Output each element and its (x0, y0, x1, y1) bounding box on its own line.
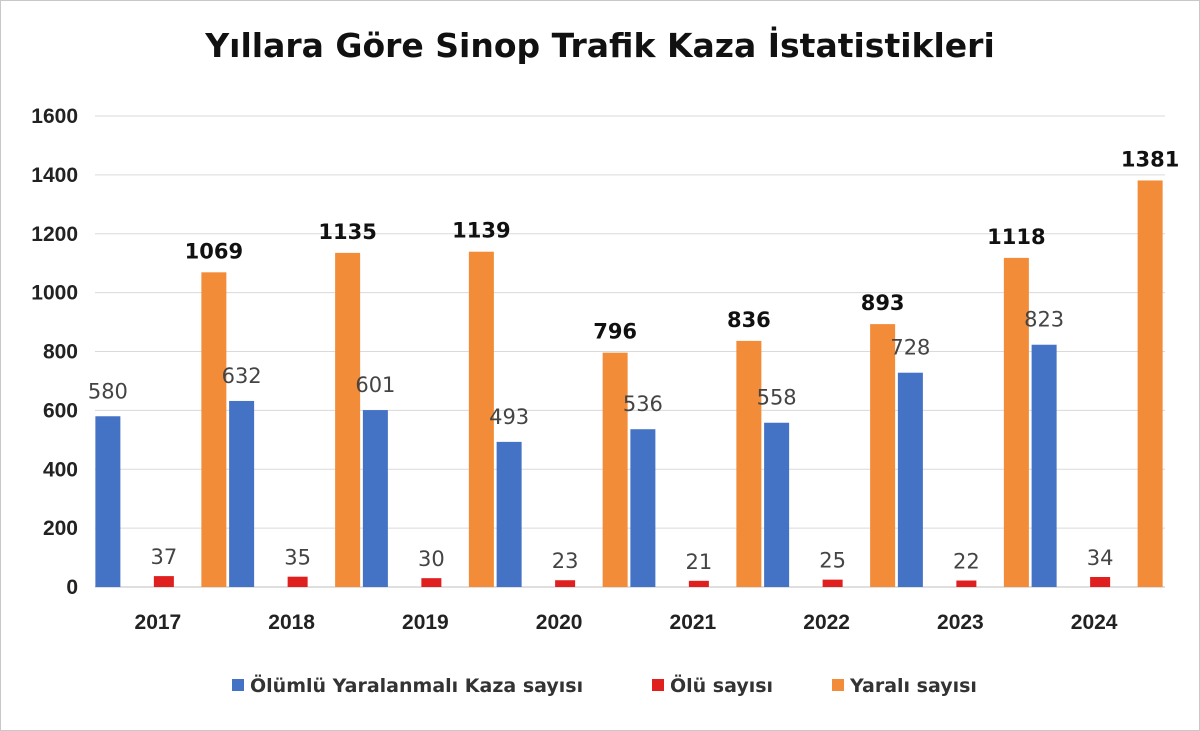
y-tick-label: 1200 (31, 223, 78, 246)
data-label: 558 (757, 386, 797, 410)
data-label: 1381 (1121, 147, 1179, 171)
data-label: 1135 (318, 220, 376, 244)
legend: Ölümlü Yaralanmalı Kaza sayısı Ölü sayısı… (232, 673, 977, 697)
data-label: 34 (1087, 546, 1114, 570)
gridlines (95, 115, 1165, 588)
bar (1137, 180, 1163, 587)
bar (897, 372, 923, 587)
legend-swatch (652, 679, 664, 691)
data-label: 1118 (987, 225, 1045, 249)
bars (95, 180, 1163, 587)
x-tick-label: 2018 (268, 611, 315, 634)
data-label: 893 (861, 291, 905, 315)
x-tick-label: 2020 (536, 611, 583, 634)
legend-swatch (232, 679, 244, 691)
data-label: 1139 (452, 219, 510, 243)
y-tick-label: 1600 (31, 105, 78, 128)
data-label: 536 (623, 392, 663, 416)
bar (822, 579, 843, 587)
bar (229, 400, 255, 587)
y-axis-ticks: 0 200 400 600 800 1000 1200 1400 1600 (31, 105, 78, 599)
x-tick-label: 2024 (1071, 611, 1118, 634)
bar (602, 352, 628, 587)
bar (688, 580, 709, 587)
y-tick-label: 0 (66, 576, 78, 599)
bar (95, 416, 121, 587)
bar (1031, 344, 1057, 587)
x-tick-label: 2023 (937, 611, 984, 634)
data-label: 22 (953, 550, 980, 574)
data-label: 21 (686, 550, 713, 574)
legend-label: Ölü sayısı (670, 673, 773, 697)
bar (736, 340, 762, 587)
data-label: 25 (819, 549, 846, 573)
data-labels: 580 37 1069 632 35 1135 601 30 1139 493 23 796 536 21… (88, 147, 1180, 573)
bar (153, 576, 174, 587)
y-tick-label: 600 (43, 399, 78, 422)
y-tick-label: 1400 (31, 164, 78, 187)
bar (870, 324, 896, 587)
data-label: 601 (355, 373, 395, 397)
data-label: 580 (88, 379, 128, 403)
bar (1003, 257, 1029, 587)
x-tick-label: 2022 (803, 611, 850, 634)
bar (421, 578, 442, 587)
legend-label: Ölümlü Yaralanmalı Kaza sayısı (250, 673, 583, 697)
x-axis-ticks: 2017 2018 2019 2020 2021 2022 2023 2024 (135, 611, 1118, 634)
x-tick-label: 2019 (402, 611, 449, 634)
data-label: 632 (222, 364, 262, 388)
data-label: 493 (489, 405, 529, 429)
bar (555, 580, 576, 587)
bar (956, 580, 977, 587)
data-label: 796 (593, 320, 637, 344)
y-tick-label: 800 (43, 341, 78, 364)
data-label: 836 (727, 308, 771, 332)
legend-swatch (832, 679, 844, 691)
x-tick-label: 2017 (135, 611, 182, 634)
data-label: 37 (151, 545, 178, 569)
y-tick-label: 400 (43, 458, 78, 481)
bar (764, 422, 790, 587)
legend-label: Yaralı sayısı (849, 675, 977, 697)
bar (201, 272, 227, 587)
bar (1090, 576, 1111, 587)
data-label: 35 (284, 546, 311, 570)
x-tick-label: 2021 (670, 611, 717, 634)
bar (362, 410, 388, 587)
bar (630, 429, 656, 587)
bar (335, 252, 361, 587)
data-label: 728 (890, 336, 930, 360)
data-label: 23 (552, 549, 579, 573)
data-label: 30 (418, 547, 445, 571)
chart-title: Yıllara Göre Sinop Trafik Kaza İstatisti… (205, 26, 995, 65)
data-label: 1069 (185, 239, 243, 263)
bar (287, 576, 308, 587)
bar (496, 441, 522, 587)
data-label: 823 (1024, 308, 1064, 332)
y-tick-label: 200 (43, 517, 78, 540)
y-tick-label: 1000 (31, 282, 78, 305)
bar (468, 251, 494, 587)
